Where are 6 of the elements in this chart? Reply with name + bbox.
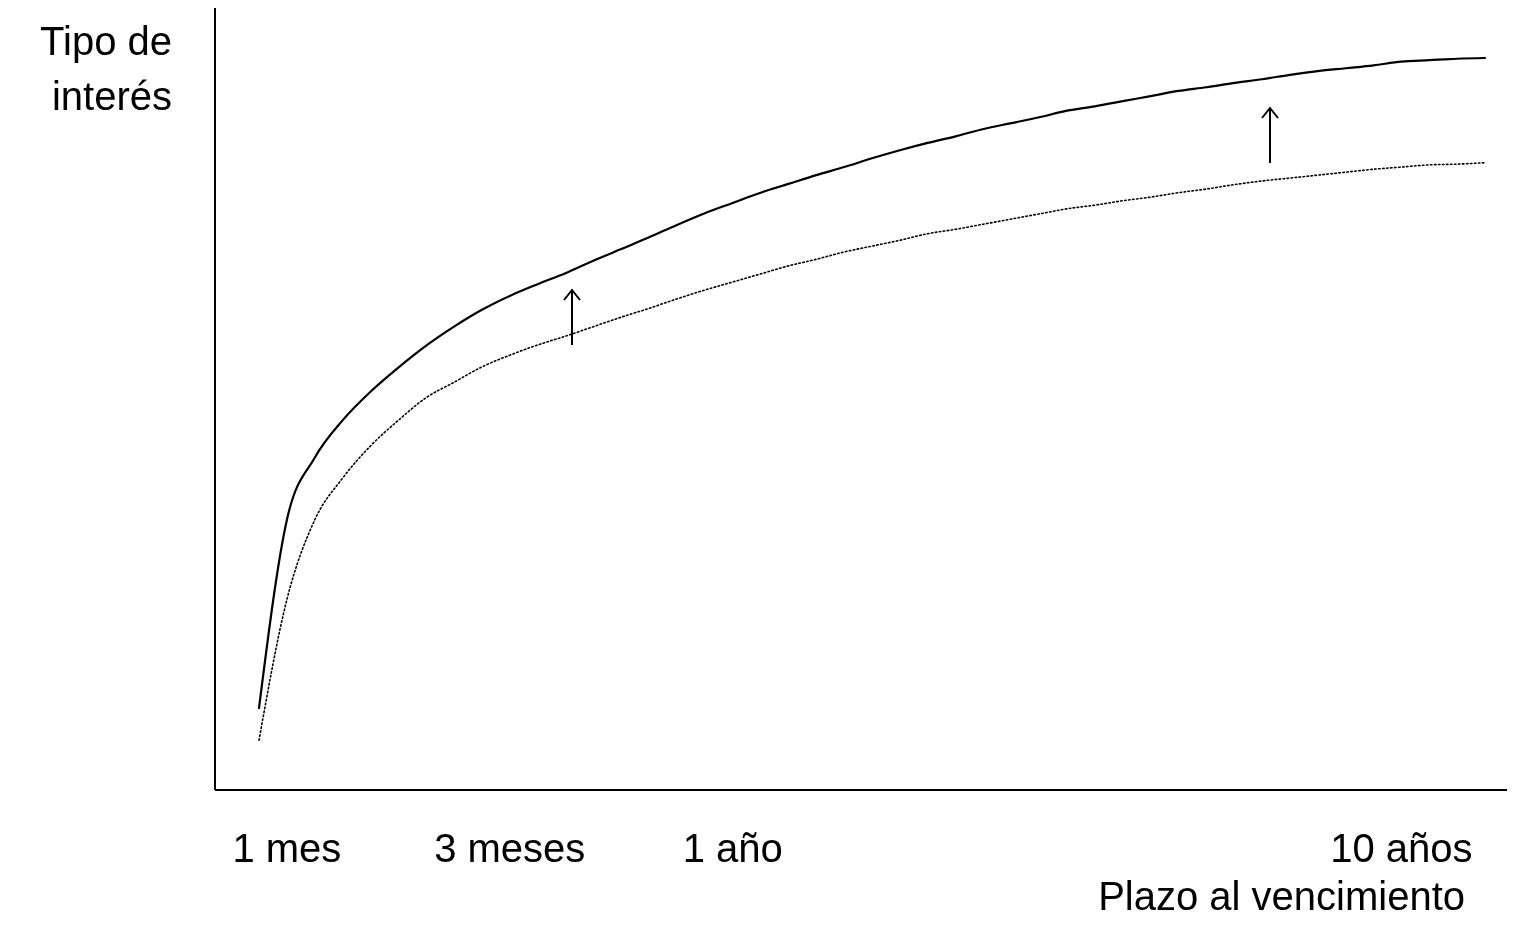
x-axis-title: Plazo al vencimiento bbox=[1098, 874, 1465, 918]
x-tick-label: 1 mes bbox=[232, 826, 342, 870]
x-tick-label: 1 año bbox=[682, 826, 783, 870]
y-axis-title: Tipo de interés bbox=[40, 19, 172, 118]
x-tick-label: 3 meses bbox=[434, 826, 586, 870]
x-tick-label: 10 años bbox=[1330, 826, 1473, 870]
